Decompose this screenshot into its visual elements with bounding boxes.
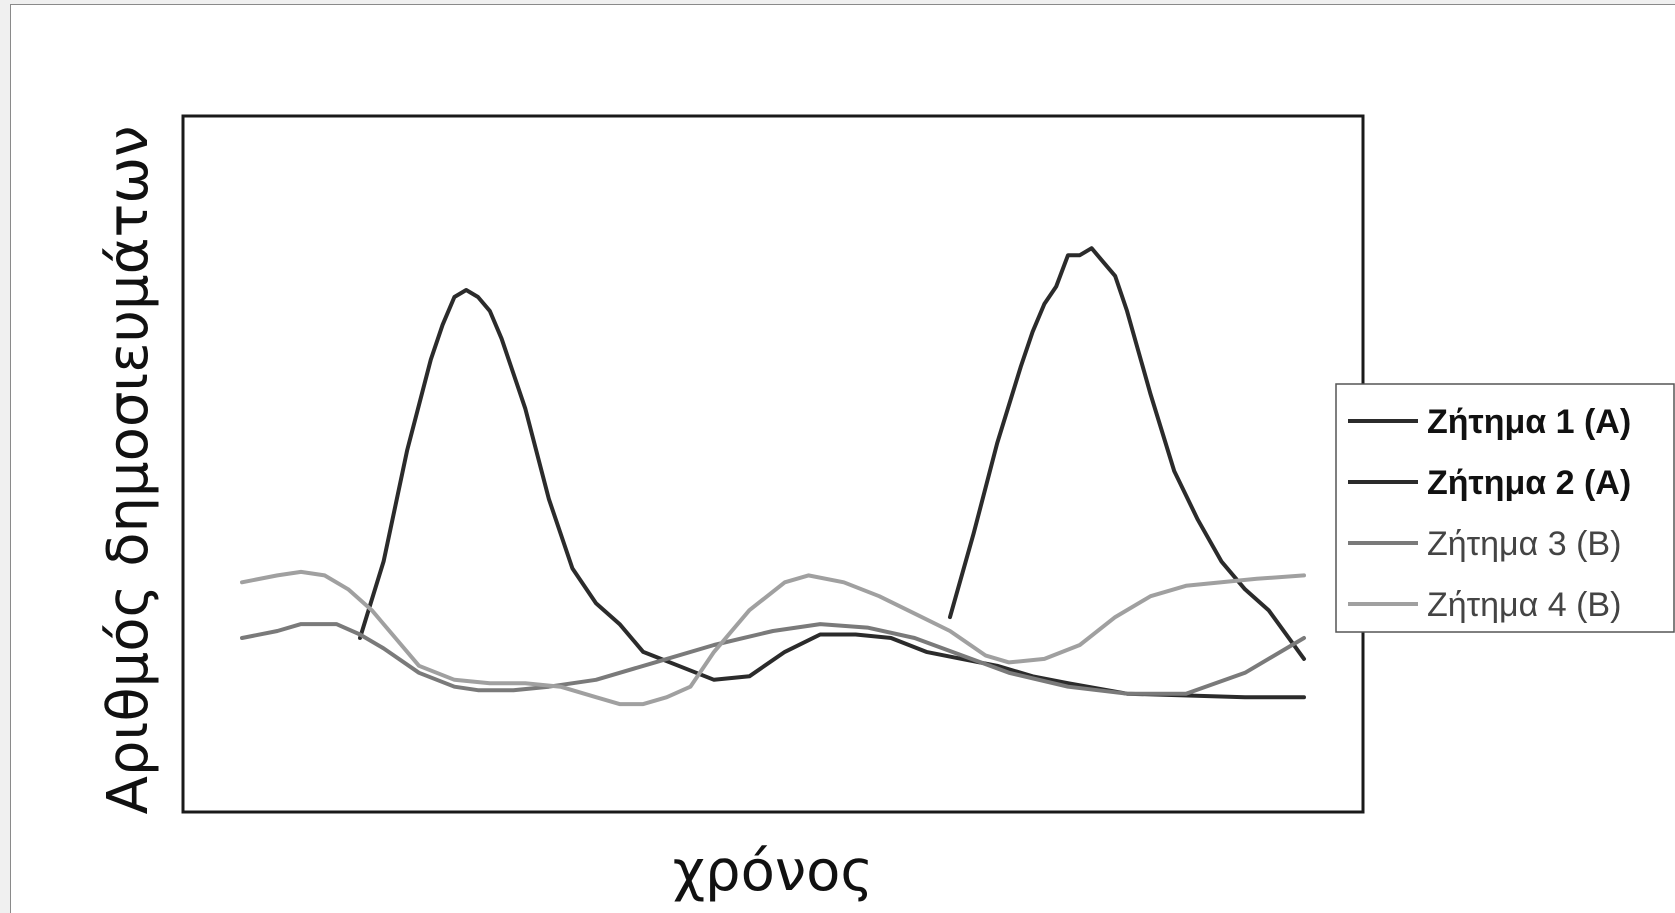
plot-area <box>181 114 1365 814</box>
series-layer <box>240 246 1306 707</box>
y-axis-label: Αριθμός δημοσιευμάτων <box>96 126 161 815</box>
series-line-4 <box>240 569 1306 707</box>
series-line-3 <box>240 622 1306 696</box>
legend-label-1: Ζήτημα 1 (A) <box>1427 403 1631 441</box>
legend-label-2: Ζήτημα 2 (A) <box>1427 464 1631 502</box>
legend-box <box>1335 383 1675 633</box>
series-line-1 <box>358 288 1306 700</box>
legend-label-4: Ζήτημα 4 (B) <box>1427 586 1621 624</box>
legend-label-3: Ζήτημα 3 (B) <box>1427 525 1621 563</box>
x-axis-label: χρόνος <box>673 839 874 904</box>
series-line-2 <box>948 246 1306 661</box>
legend: Ζήτημα 1 (A) Ζήτημα 2 (A) Ζήτημα 3 (B) Ζήτη… <box>1335 383 1675 633</box>
